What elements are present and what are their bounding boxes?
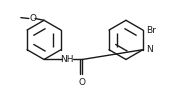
Text: NH: NH — [60, 55, 74, 64]
Text: N: N — [147, 45, 153, 54]
Text: Br: Br — [147, 26, 156, 35]
Text: O: O — [30, 14, 37, 23]
Text: O: O — [79, 78, 86, 87]
